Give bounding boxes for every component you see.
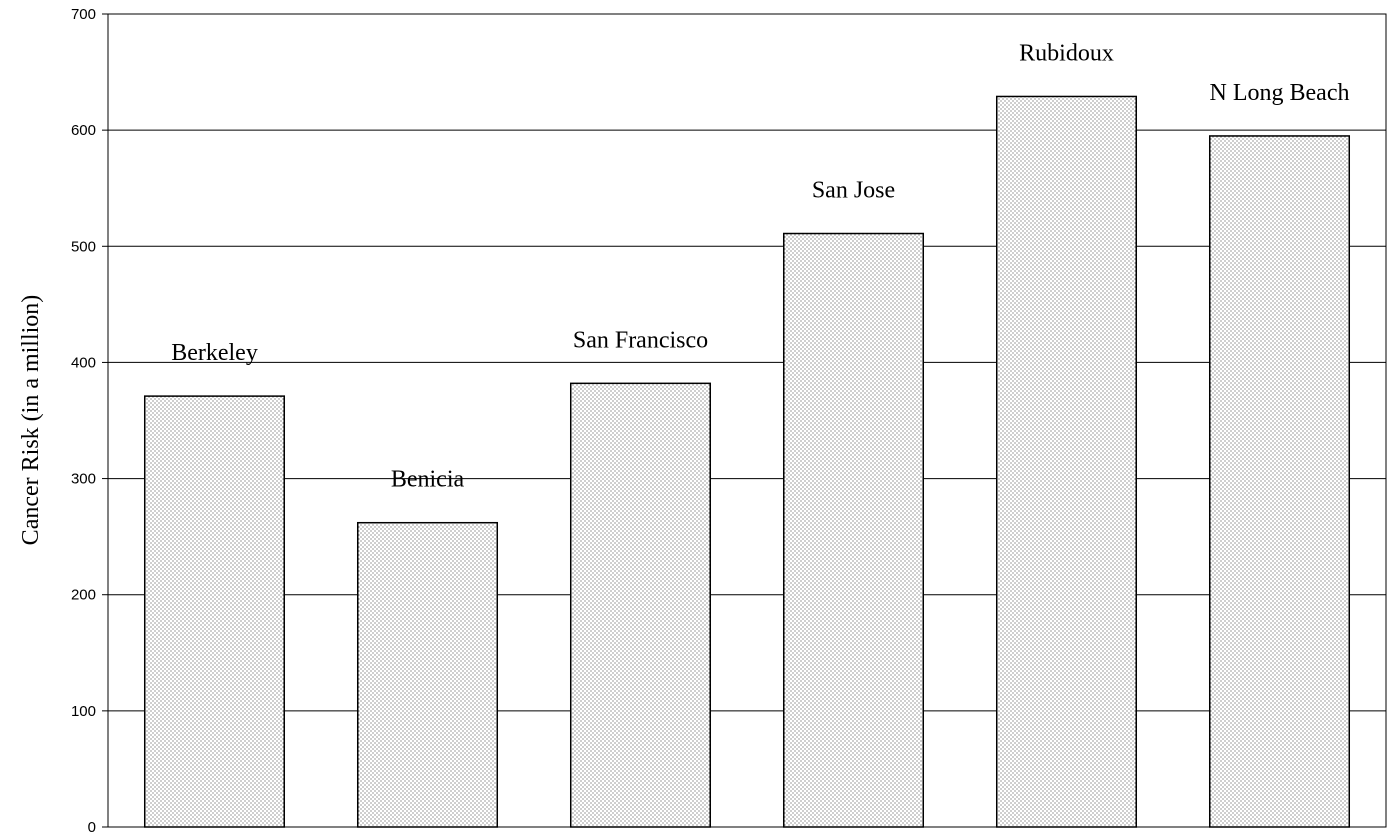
bar-benicia — [356, 521, 499, 828]
y-tick-label-500: 500 — [71, 238, 96, 255]
bar-label-rubidoux: Rubidoux — [1019, 40, 1114, 66]
y-tick-label-100: 100 — [71, 703, 96, 720]
y-axis-title: Cancer Risk (in a million) — [18, 295, 44, 546]
gridlines — [108, 13, 1386, 712]
y-axis-ticks: 0 100 200 300 400 500 600 700 — [71, 6, 108, 836]
plot-border — [107, 13, 1387, 828]
bar-label-berkeley: Berkeley — [171, 340, 258, 366]
bar-label-san-francisco: San Francisco — [573, 327, 708, 353]
y-tick-label-0: 0 — [88, 819, 96, 836]
bar-label-san-jose: San Jose — [812, 178, 895, 204]
y-tick-label-300: 300 — [71, 471, 96, 488]
bar-labels: Berkeley Benicia San Francisco San Jose Rubi… — [171, 40, 1349, 492]
bar-san-jose — [782, 232, 925, 828]
y-tick-label-200: 200 — [71, 587, 96, 604]
y-tick-label-400: 400 — [71, 354, 96, 371]
bar-label-benicia: Benicia — [391, 467, 465, 493]
bar-n-long-beach — [1208, 135, 1351, 828]
y-tick-label-700: 700 — [71, 6, 96, 23]
bar-berkeley — [143, 395, 286, 828]
bar-san-francisco — [569, 382, 712, 828]
plot-frame — [107, 13, 1387, 828]
y-tick-label-600: 600 — [71, 122, 96, 139]
bar-label-n-long-beach: N Long Beach — [1210, 80, 1350, 106]
bar-rubidoux — [995, 95, 1138, 828]
bars — [143, 95, 1351, 828]
